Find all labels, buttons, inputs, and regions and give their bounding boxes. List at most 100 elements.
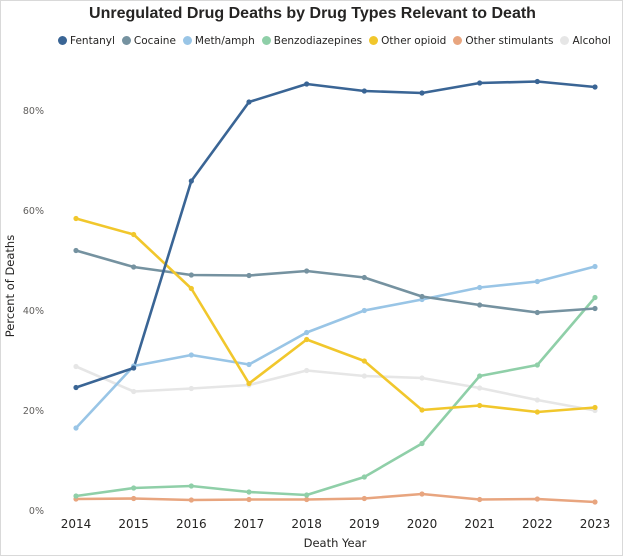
y-tick-label: 40% <box>23 306 44 317</box>
data-point-fentanyl[interactable] <box>131 365 137 371</box>
data-point-other-opioid[interactable] <box>477 402 483 409</box>
legend-item-fentanyl[interactable]: Fentanyl <box>58 35 115 47</box>
data-point-alcohol[interactable] <box>419 375 425 381</box>
legend-item-alcohol[interactable]: Alcohol <box>560 35 611 47</box>
data-point-benzodiazepines[interactable] <box>73 493 79 499</box>
data-point-benzodiazepines[interactable] <box>419 440 425 447</box>
legend-item-other-stimulants[interactable]: Other stimulants <box>453 35 553 47</box>
data-point-meth-amph[interactable] <box>534 278 540 285</box>
data-point-benzodiazepines[interactable] <box>188 483 194 489</box>
data-point-fentanyl[interactable] <box>592 84 598 90</box>
data-point-cocaine[interactable] <box>131 264 137 270</box>
x-tick-label: 2015 <box>118 517 149 531</box>
y-tick-label: 0% <box>29 506 44 517</box>
data-point-fentanyl[interactable] <box>73 384 79 391</box>
data-point-other-stimulants[interactable] <box>534 496 540 502</box>
data-point-other-stimulants[interactable] <box>361 495 367 502</box>
data-point-cocaine[interactable] <box>534 309 540 316</box>
data-point-other-stimulants[interactable] <box>246 496 252 503</box>
x-tick-label: 2016 <box>176 517 207 531</box>
legend-swatch <box>182 36 192 45</box>
data-point-cocaine[interactable] <box>419 293 425 300</box>
series-line-other-opioid[interactable] <box>74 217 597 414</box>
data-point-meth-amph[interactable] <box>477 284 483 291</box>
series-line-meth-amph[interactable] <box>74 265 597 430</box>
data-point-meth-amph[interactable] <box>592 263 598 270</box>
data-point-fentanyl[interactable] <box>304 81 310 87</box>
y-tick-label: 60% <box>23 206 44 217</box>
series-points <box>73 78 598 505</box>
data-point-alcohol[interactable] <box>534 397 540 403</box>
x-tick-label: 2019 <box>349 517 380 531</box>
data-point-other-opioid[interactable] <box>534 409 540 415</box>
data-point-benzodiazepines[interactable] <box>592 294 598 301</box>
legend-swatch <box>261 36 271 45</box>
data-point-other-stimulants[interactable] <box>131 495 137 502</box>
data-point-benzodiazepines[interactable] <box>361 474 367 480</box>
data-point-cocaine[interactable] <box>304 268 310 274</box>
data-point-fentanyl[interactable] <box>188 178 194 184</box>
data-point-fentanyl[interactable] <box>534 78 540 85</box>
data-point-other-stimulants[interactable] <box>592 499 598 505</box>
legend-item-benzodiazepines[interactable]: Benzodiazepines <box>261 35 363 47</box>
data-point-alcohol[interactable] <box>73 363 79 370</box>
legend-swatch <box>121 36 131 45</box>
data-point-other-stimulants[interactable] <box>477 496 483 503</box>
series-line-benzodiazepines[interactable] <box>74 296 597 498</box>
data-point-other-opioid[interactable] <box>592 404 598 411</box>
data-point-meth-amph[interactable] <box>361 307 367 314</box>
data-point-other-opioid[interactable] <box>246 380 252 387</box>
data-point-benzodiazepines[interactable] <box>304 492 310 498</box>
legend-item-meth-amph[interactable]: Meth/amph <box>182 35 255 47</box>
data-point-other-stimulants[interactable] <box>419 491 425 497</box>
data-point-other-opioid[interactable] <box>419 407 425 413</box>
data-point-other-stimulants[interactable] <box>188 497 194 503</box>
data-point-fentanyl[interactable] <box>477 80 483 86</box>
legend-label: Cocaine <box>133 35 176 47</box>
data-point-alcohol[interactable] <box>131 388 137 395</box>
data-point-alcohol[interactable] <box>304 367 310 374</box>
chart-title: Unregulated Drug Deaths by Drug Types Re… <box>89 5 536 22</box>
legend-label: Fentanyl <box>70 35 115 47</box>
data-point-meth-amph[interactable] <box>246 361 252 368</box>
series-line-alcohol[interactable] <box>74 365 597 412</box>
chart-legend: Fentanyl Cocaine Meth/amph Benzodiazepines O… <box>58 35 618 49</box>
data-point-cocaine[interactable] <box>477 302 483 308</box>
data-point-fentanyl[interactable] <box>246 99 252 105</box>
series-line-other-stimulants[interactable] <box>74 492 597 504</box>
y-tick-label: 80% <box>23 106 44 117</box>
data-point-benzodiazepines[interactable] <box>246 489 252 495</box>
data-point-fentanyl[interactable] <box>419 90 425 96</box>
legend-item-cocaine[interactable]: Cocaine <box>121 35 176 47</box>
legend-label: Benzodiazepines <box>273 35 363 47</box>
data-point-meth-amph[interactable] <box>73 425 79 431</box>
data-point-alcohol[interactable] <box>477 385 483 391</box>
legend-label: Other opioid <box>381 35 447 47</box>
data-point-cocaine[interactable] <box>592 305 598 312</box>
data-point-meth-amph[interactable] <box>304 329 310 336</box>
data-point-cocaine[interactable] <box>73 247 79 254</box>
data-point-meth-amph[interactable] <box>188 352 194 358</box>
data-point-alcohol[interactable] <box>188 385 194 392</box>
data-point-benzodiazepines[interactable] <box>477 373 483 379</box>
data-point-alcohol[interactable] <box>361 373 367 379</box>
series-line-fentanyl[interactable] <box>74 80 597 389</box>
data-point-other-stimulants[interactable] <box>304 496 310 503</box>
data-point-cocaine[interactable] <box>246 272 252 279</box>
x-tick-label: 2014 <box>61 517 92 531</box>
data-point-other-opioid[interactable] <box>188 285 194 292</box>
legend-swatch <box>369 36 379 45</box>
data-point-benzodiazepines[interactable] <box>131 485 137 491</box>
data-point-other-opioid[interactable] <box>131 231 137 238</box>
data-point-benzodiazepines[interactable] <box>534 362 540 368</box>
data-point-cocaine[interactable] <box>188 272 194 278</box>
data-point-cocaine[interactable] <box>361 274 367 281</box>
data-point-fentanyl[interactable] <box>361 88 367 94</box>
data-point-other-opioid[interactable] <box>304 336 310 343</box>
legend-swatch <box>58 36 67 45</box>
data-point-other-opioid[interactable] <box>361 358 367 364</box>
data-point-other-opioid[interactable] <box>73 215 79 222</box>
legend-item-other-opioid[interactable]: Other opioid <box>369 35 446 47</box>
